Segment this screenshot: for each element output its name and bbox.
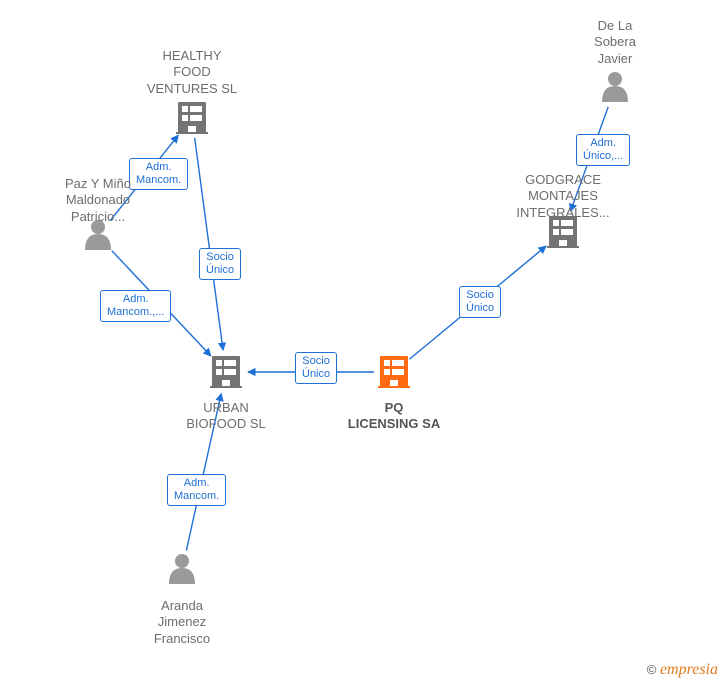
edge-label-pq-godgrace: SocioÚnico bbox=[459, 286, 501, 318]
node-label-sobera: De LaSoberaJavier bbox=[555, 18, 675, 67]
node-label-healthy: HEALTHYFOODVENTURES SL bbox=[132, 48, 252, 97]
node-godgrace[interactable] bbox=[547, 216, 579, 248]
building-icon bbox=[176, 102, 208, 134]
node-pq[interactable] bbox=[378, 356, 410, 388]
brand-name: empresia bbox=[660, 661, 718, 678]
node-label-aranda: ArandaJimenezFrancisco bbox=[122, 598, 242, 647]
person-icon bbox=[602, 72, 628, 102]
node-label-urban: URBANBIOFOOD SL bbox=[166, 400, 286, 433]
edge-label-aranda-urban: Adm.Mancom. bbox=[167, 474, 226, 506]
edge-label-paz-urban: Adm.Mancom.,... bbox=[100, 290, 171, 322]
building-icon bbox=[378, 356, 410, 388]
node-label-pq: PQLICENSING SA bbox=[334, 400, 454, 433]
node-urban[interactable] bbox=[210, 356, 242, 388]
person-icon bbox=[169, 554, 195, 584]
node-label-godgrace: GODGRACEMONTAJESINTEGRALES... bbox=[503, 172, 623, 221]
edge-label-sobera-godgrace: Adm.Único,... bbox=[576, 134, 630, 166]
node-aranda[interactable] bbox=[169, 554, 195, 584]
edge-label-pq-urban: SocioÚnico bbox=[295, 352, 337, 384]
building-icon bbox=[547, 216, 579, 248]
copyright: © empresia bbox=[647, 661, 718, 679]
edge-healthy-urban bbox=[195, 138, 223, 350]
edge-label-healthy-urban: SocioÚnico bbox=[199, 248, 241, 280]
node-label-paz: Paz Y MiñoMaldonadoPatricio... bbox=[53, 176, 143, 225]
copyright-symbol: © bbox=[647, 662, 657, 677]
node-healthy[interactable] bbox=[176, 102, 208, 134]
diagram-canvas bbox=[0, 0, 728, 685]
building-icon bbox=[210, 356, 242, 388]
node-sobera[interactable] bbox=[602, 72, 628, 102]
